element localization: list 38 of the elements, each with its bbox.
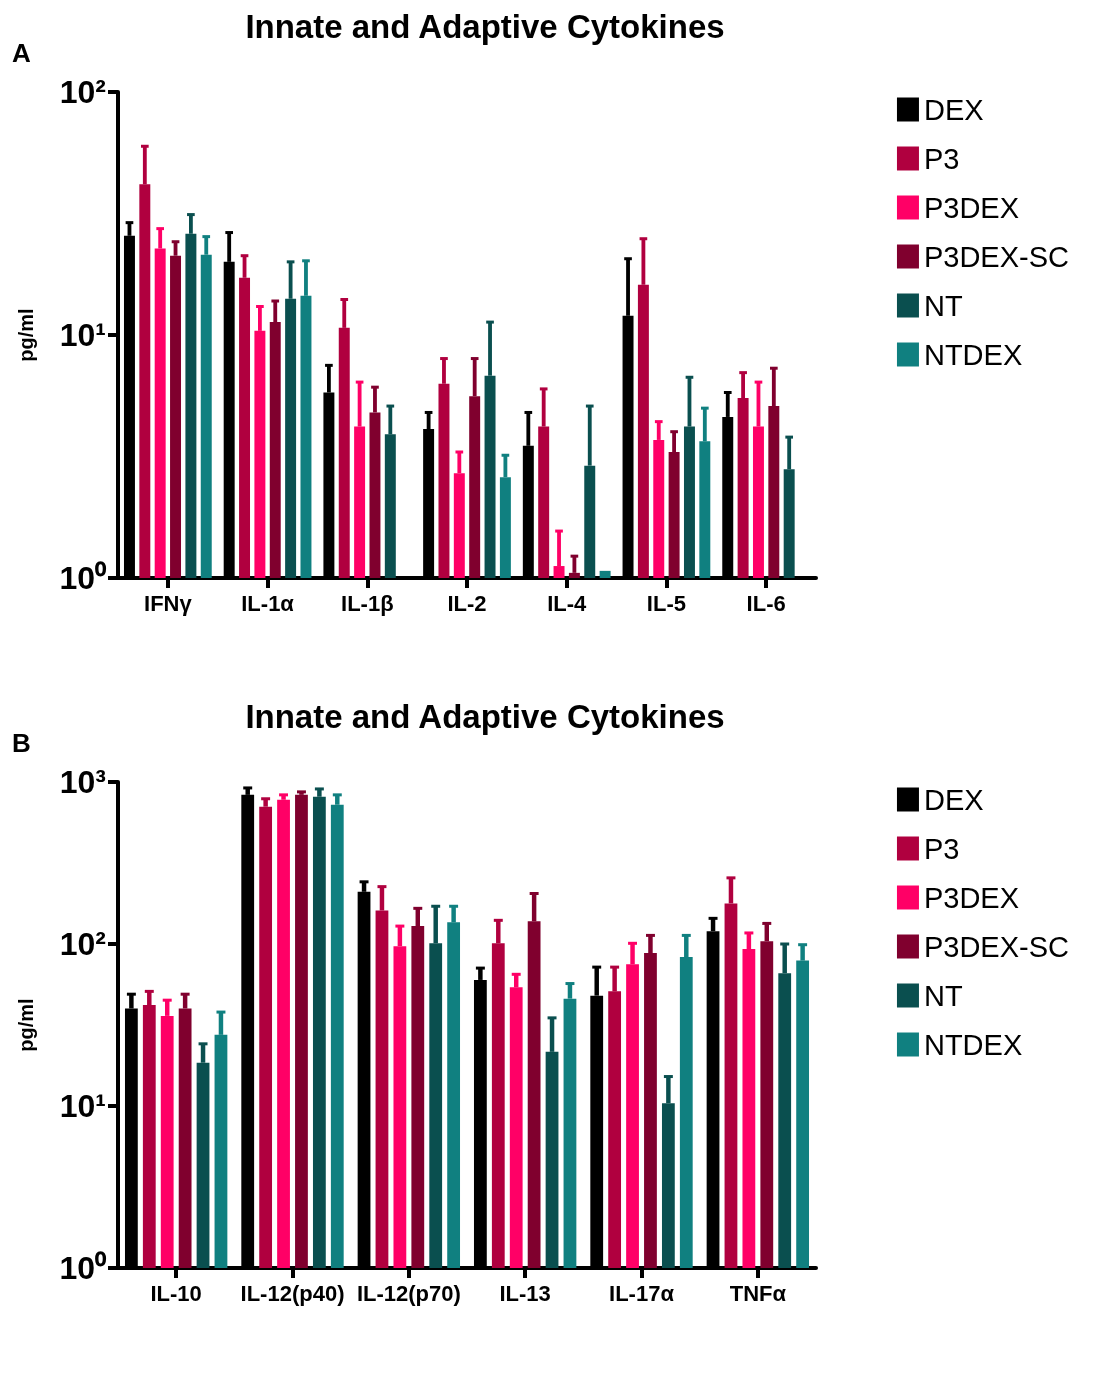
x-tick-label: IL-12(p70) <box>356 1280 461 1306</box>
legend-label: NT <box>923 289 963 322</box>
y-tick-label: 10⁰ <box>59 1250 107 1286</box>
legend-label: P3DEX <box>923 191 1020 224</box>
legend-label: DEX <box>923 93 984 126</box>
x-tick-label: IL-5 <box>646 590 686 616</box>
legend-label: P3 <box>923 142 960 175</box>
x-tick-label: IL-13 <box>499 1280 551 1306</box>
y-tick-label: 10⁰ <box>59 560 107 596</box>
legend-label: P3DEX <box>923 881 1020 914</box>
text: A <box>12 38 31 68</box>
chart-title: Innate and Adaptive Cytokines <box>245 8 725 45</box>
legend-label: P3DEX-SC <box>923 240 1069 273</box>
x-tick-label: IL-4 <box>547 590 588 616</box>
legend-label: NTDEX <box>923 1028 1023 1061</box>
x-tick-label: IFNγ <box>144 590 193 616</box>
y-axis-title: pg/ml <box>15 308 37 362</box>
legend-label: P3DEX-SC <box>923 930 1069 963</box>
y-tick-label: 10² <box>59 74 106 110</box>
x-tick-label: IL-12(p40) <box>240 1280 345 1306</box>
y-tick-label: 10³ <box>59 764 106 800</box>
legend-label: DEX <box>923 783 984 816</box>
x-tick-label: IL-2 <box>447 590 487 616</box>
y-tick-label: 10¹ <box>59 317 106 353</box>
x-tick-label: IL-1β <box>341 590 394 616</box>
legend-label: NTDEX <box>923 338 1023 371</box>
text: B <box>12 728 31 758</box>
y-tick-label: 10² <box>59 926 106 962</box>
x-tick-label: IL-6 <box>746 590 786 616</box>
legend-label: P3 <box>923 832 960 865</box>
x-tick-label: IL-17α <box>609 1280 675 1306</box>
x-tick-label: IL-1α <box>241 590 295 616</box>
x-tick-label: IL-10 <box>150 1280 202 1306</box>
legend-label: NT <box>923 979 963 1012</box>
y-axis-title: pg/ml <box>15 998 37 1052</box>
x-tick-label: TNFα <box>729 1280 787 1306</box>
chart-title: Innate and Adaptive Cytokines <box>245 698 725 735</box>
y-tick-label: 10¹ <box>59 1088 106 1124</box>
